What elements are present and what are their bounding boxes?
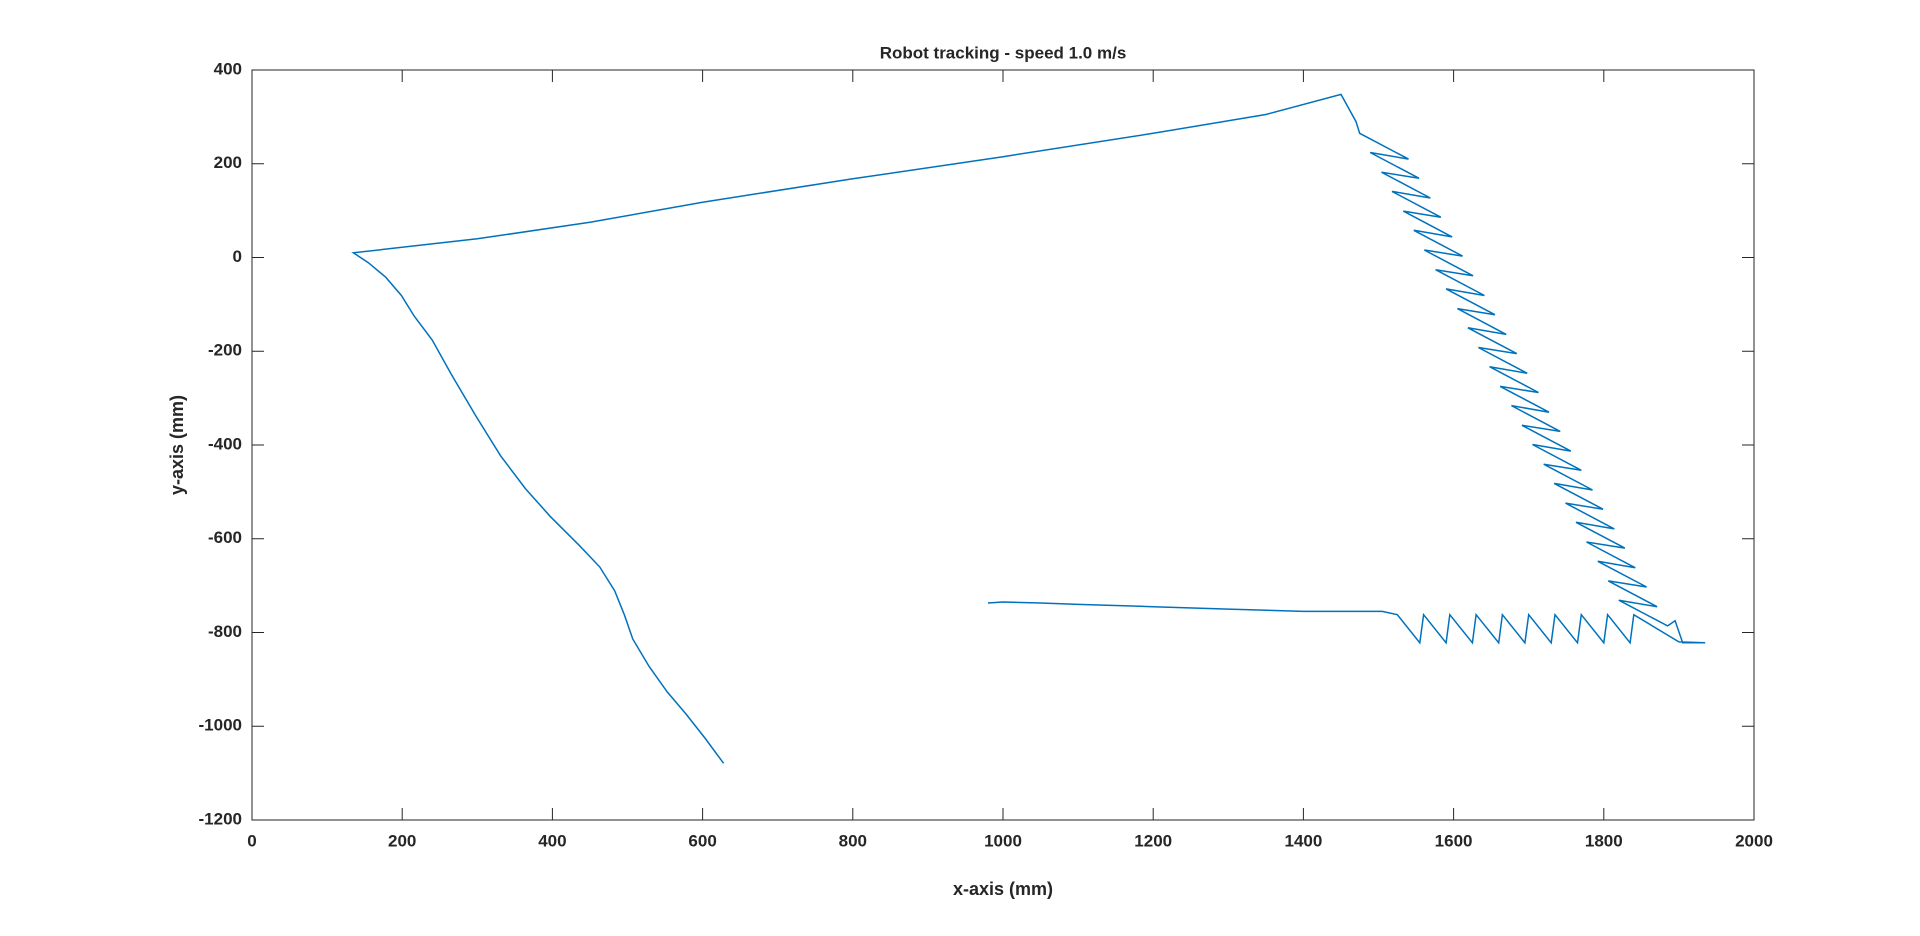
x-tick-label: 1200 xyxy=(1134,831,1172,850)
data-line xyxy=(351,93,1706,764)
x-tick-label: 1600 xyxy=(1435,831,1473,850)
y-tick-label: -600 xyxy=(208,528,242,547)
x-axis-label: x-axis (mm) xyxy=(953,879,1053,899)
x-tick-label: 800 xyxy=(839,831,867,850)
x-tick-label: 200 xyxy=(388,831,416,850)
x-tick-label: 1800 xyxy=(1585,831,1623,850)
x-tick-label: 2000 xyxy=(1735,831,1773,850)
y-tick-label: -800 xyxy=(208,622,242,641)
y-tick-label: -200 xyxy=(208,341,242,360)
x-tick-label: 1400 xyxy=(1284,831,1322,850)
x-tick-label: 600 xyxy=(688,831,716,850)
y-tick-label: -1000 xyxy=(199,716,242,735)
x-tick-label: 0 xyxy=(247,831,256,850)
y-tick-label: -1200 xyxy=(199,809,242,828)
chart-title: Robot tracking - speed 1.0 m/s xyxy=(880,43,1127,62)
y-tick-label: -400 xyxy=(208,434,242,453)
x-tick-label: 1000 xyxy=(984,831,1022,850)
x-tick-label: 400 xyxy=(538,831,566,850)
y-tick-label: 400 xyxy=(214,59,242,78)
y-tick-label: 200 xyxy=(214,153,242,172)
y-axis-label: y-axis (mm) xyxy=(167,395,187,495)
y-tick-label: 0 xyxy=(233,247,242,266)
